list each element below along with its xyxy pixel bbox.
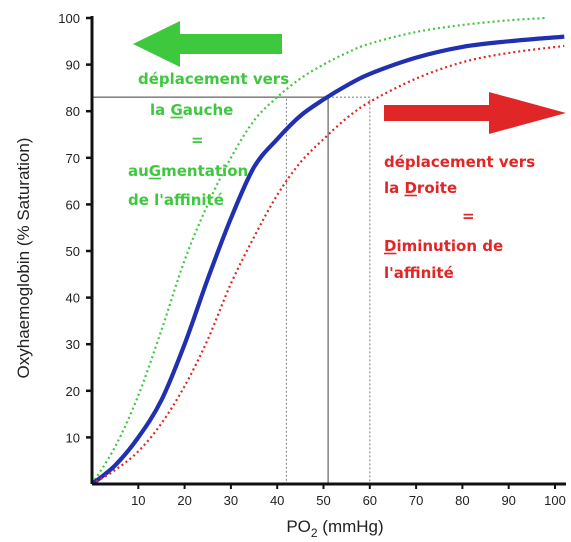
curve-left xyxy=(91,16,546,485)
y-tick-label: 70 xyxy=(66,151,80,166)
x-axis-label: PO2 (mmHg) xyxy=(286,517,383,540)
x-tick-label: 30 xyxy=(224,493,238,508)
left-shift-annotation: déplacement vers la Gauche = auGmentatio… xyxy=(128,70,289,209)
x-tick-label: 20 xyxy=(177,493,191,508)
y-tick-label: 40 xyxy=(66,291,80,306)
right-shift-arrow xyxy=(384,92,566,134)
x-tick-label: 70 xyxy=(409,493,423,508)
guide-lines xyxy=(92,96,371,484)
y-tick-label: 10 xyxy=(66,430,80,445)
left-annotation-line-4: auGmentation xyxy=(128,162,248,180)
right-annotation-line-5: l'affinité xyxy=(384,264,454,282)
y-tick-label: 60 xyxy=(66,197,80,212)
x-tick-label: 80 xyxy=(455,493,469,508)
left-shift-arrow xyxy=(133,21,282,67)
y-tick-label: 20 xyxy=(66,384,80,399)
guide-line-42 xyxy=(92,96,288,484)
x-tick-label: 90 xyxy=(501,493,515,508)
left-annotation-line-3: = xyxy=(191,131,204,149)
y-tick-label: 50 xyxy=(66,244,80,259)
x-tick-label: 40 xyxy=(270,493,284,508)
right-annotation-line-2: la Droite xyxy=(384,179,457,197)
left-annotation-line-2: la Gauche xyxy=(150,101,233,119)
y-tick-label: 100 xyxy=(58,11,80,26)
right-shift-annotation: déplacement vers la Droite = Diminution … xyxy=(384,153,535,282)
y-tick-label: 80 xyxy=(66,104,80,119)
y-tick-label: 30 xyxy=(66,337,80,352)
right-annotation-line-3: = xyxy=(462,207,475,225)
right-annotation-line-4: Diminution de xyxy=(384,237,503,255)
right-annotation-line-1: déplacement vers xyxy=(384,153,535,171)
x-tick-label: 50 xyxy=(316,493,330,508)
y-tick-label: 90 xyxy=(66,58,80,73)
guide-line-60 xyxy=(92,96,371,484)
x-tick-label: 10 xyxy=(131,493,145,508)
guide-line-51 xyxy=(92,96,329,484)
y-axis-label: Oxyhaemoglobin (% Saturation) xyxy=(14,138,33,379)
left-annotation-line-1: déplacement vers xyxy=(138,70,289,88)
tick-labels: 10 20 30 40 50 60 70 80 90 100 10 20 30 40 50 60 70 80 90 1… xyxy=(58,11,566,508)
left-annotation-line-5: de l'affinité xyxy=(128,191,224,209)
x-tick-label: 100 xyxy=(544,493,566,508)
curves xyxy=(90,16,565,486)
x-tick-label: 60 xyxy=(363,493,377,508)
curve-normal xyxy=(90,34,565,486)
